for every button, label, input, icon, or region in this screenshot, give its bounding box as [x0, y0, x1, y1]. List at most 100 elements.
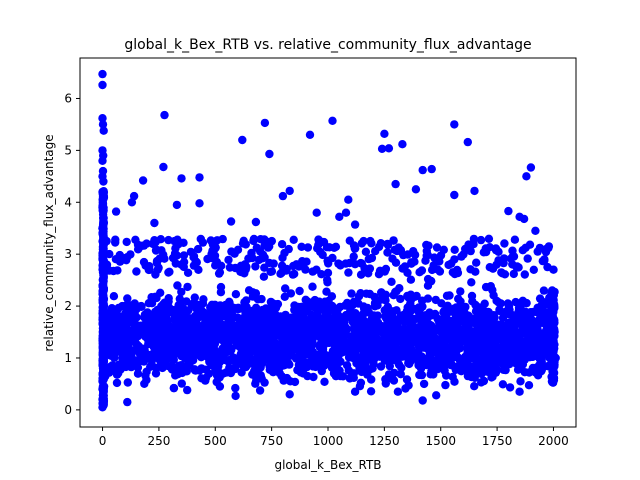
data-point: [130, 299, 139, 308]
data-point: [259, 335, 269, 345]
data-point: [526, 163, 536, 172]
data-point: [358, 329, 367, 338]
data-point: [396, 370, 405, 379]
data-point: [524, 381, 534, 390]
data-point: [177, 260, 186, 269]
data-point: [99, 281, 108, 291]
data-point: [174, 240, 183, 249]
data-point: [332, 328, 341, 337]
data-point: [494, 256, 503, 265]
data-point: [182, 326, 191, 335]
data-point: [98, 114, 107, 123]
data-point: [254, 255, 264, 265]
data-point: [99, 235, 108, 244]
data-point: [123, 355, 133, 364]
data-point: [152, 321, 161, 330]
data-point: [352, 319, 361, 328]
data-point: [498, 380, 508, 389]
data-point: [169, 383, 179, 393]
data-point: [114, 311, 123, 320]
data-point: [516, 301, 525, 311]
data-point: [156, 235, 165, 244]
data-point: [405, 318, 414, 327]
data-point: [281, 332, 290, 342]
data-point: [326, 317, 335, 326]
data-point: [221, 368, 231, 377]
data-point: [524, 335, 533, 345]
data-point: [443, 320, 452, 329]
data-point: [435, 316, 445, 326]
data-point: [458, 357, 467, 367]
data-point: [470, 186, 479, 196]
data-point: [522, 172, 531, 181]
y-tick-label: 4: [64, 195, 72, 209]
data-point: [277, 240, 287, 249]
data-point: [141, 261, 150, 270]
data-point: [266, 359, 275, 368]
data-point: [183, 268, 193, 277]
data-point: [350, 387, 360, 396]
data-point: [451, 349, 460, 358]
data-point: [291, 334, 300, 344]
data-point: [489, 291, 498, 300]
data-point: [186, 351, 195, 360]
data-point: [410, 335, 419, 344]
data-point: [417, 370, 427, 380]
data-point: [523, 254, 532, 263]
data-point: [344, 268, 353, 277]
data-point: [351, 309, 360, 318]
data-point: [470, 369, 479, 379]
data-point: [472, 258, 481, 267]
data-point: [470, 382, 479, 391]
data-point: [282, 264, 291, 274]
data-point: [256, 326, 265, 335]
data-point: [366, 236, 375, 246]
data-point: [493, 358, 502, 368]
data-point: [294, 302, 303, 312]
data-point: [404, 381, 413, 390]
data-point: [160, 110, 169, 120]
data-point: [347, 349, 356, 358]
data-point: [406, 275, 416, 284]
data-point: [257, 374, 266, 383]
data-point: [534, 361, 544, 370]
data-point: [264, 346, 273, 355]
data-point: [297, 338, 307, 347]
data-point: [265, 258, 274, 268]
data-point: [209, 308, 218, 317]
data-point: [290, 316, 300, 326]
data-point: [537, 301, 546, 310]
data-point: [127, 198, 137, 207]
data-point: [526, 324, 535, 334]
data-point: [216, 301, 225, 310]
data-point: [192, 258, 201, 267]
x-axis-label: global_k_Bex_RTB: [274, 458, 381, 472]
data-point: [318, 250, 327, 260]
data-point: [441, 380, 450, 390]
data-point: [504, 345, 514, 354]
data-point: [308, 362, 318, 371]
data-point: [357, 239, 366, 248]
data-point: [320, 377, 329, 386]
data-point: [506, 254, 516, 263]
data-point: [133, 369, 143, 378]
data-point: [143, 350, 152, 360]
data-point: [192, 332, 201, 341]
data-point: [150, 236, 159, 245]
data-point: [540, 255, 549, 264]
data-point: [517, 348, 526, 357]
data-point: [305, 130, 315, 139]
data-point: [294, 324, 303, 333]
data-point: [377, 144, 387, 153]
data-point: [112, 378, 122, 388]
data-point: [183, 339, 192, 348]
data-point: [480, 299, 489, 308]
data-point: [509, 311, 518, 320]
data-point: [521, 315, 530, 325]
data-point: [439, 308, 448, 317]
data-point: [127, 348, 137, 357]
data-point: [427, 164, 436, 174]
data-point: [173, 281, 182, 290]
data-point: [110, 332, 119, 342]
data-point: [476, 235, 486, 245]
